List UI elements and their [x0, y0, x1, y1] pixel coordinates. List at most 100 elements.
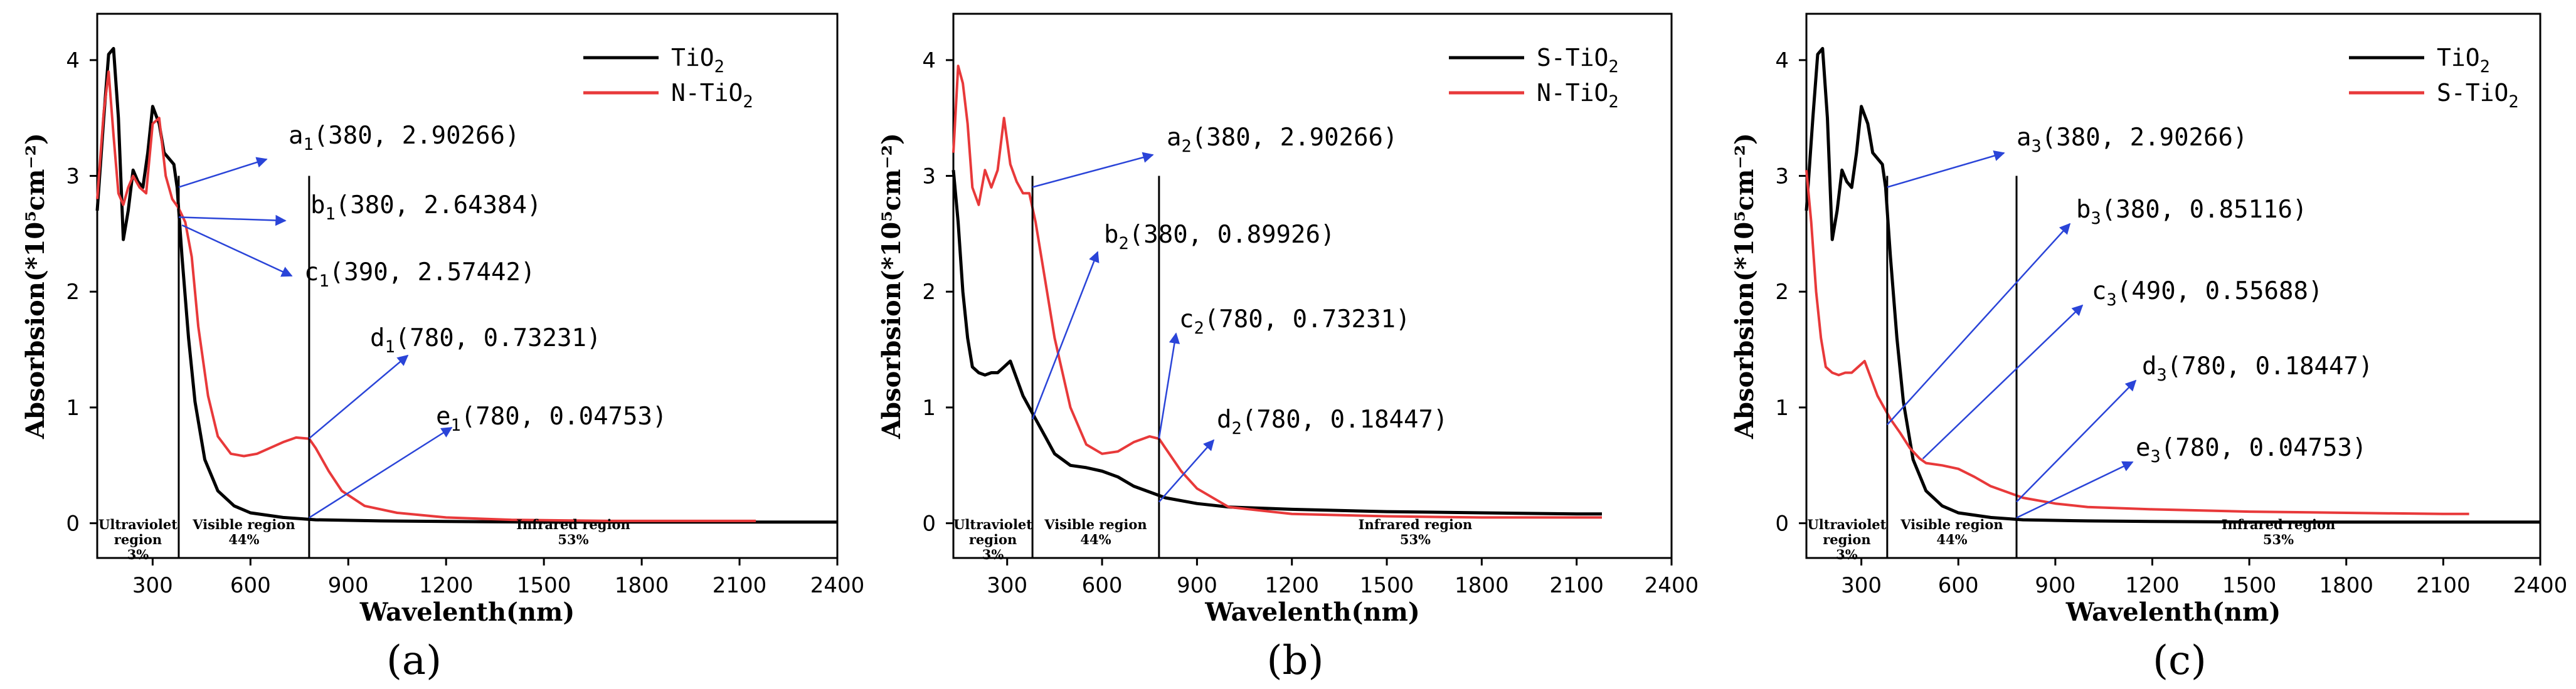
y-tick-label: 0	[66, 512, 80, 537]
y-tick-label: 1	[922, 396, 936, 421]
region-percent: 53%	[1400, 532, 1431, 547]
annotation-arrow	[309, 354, 409, 439]
region-label: Infrared region	[516, 517, 630, 532]
legend-entry: S-TiO2	[2437, 79, 2519, 112]
x-tick-label: 1200	[1264, 573, 1319, 598]
annotation-arrow	[309, 426, 453, 518]
x-tick-label: 1500	[517, 573, 571, 598]
x-tick-label: 600	[230, 573, 271, 598]
chart-panel-1: 300 600 900 1200 1500 1800 2100 2400 0 1 2 3 4 Wavele…	[21, 13, 865, 684]
region-percent: 53%	[558, 532, 588, 547]
annotation-label: b3(380, 0.85116)	[2076, 196, 2307, 228]
x-tick-label: 1500	[1360, 573, 1414, 598]
legend-entry: S-TiO2	[1537, 44, 1619, 76]
y-axis-label: Absorbsion(*10⁵cm⁻²)	[877, 133, 906, 439]
annotation-label: c3(490, 0.55688)	[2092, 277, 2323, 310]
annotation-arrow	[2016, 379, 2137, 503]
region-label: Visible region	[1900, 517, 2003, 532]
region-label: Visible region	[192, 517, 295, 532]
region-percent: 3%	[127, 547, 149, 562]
plot-frame	[952, 13, 1673, 559]
legend-entry: N-TiO2	[671, 79, 753, 112]
series-line-2	[1805, 170, 2469, 515]
x-tick-label: 2100	[1549, 573, 1604, 598]
annotation-arrow	[1032, 152, 1154, 188]
x-tick-label: 1800	[2319, 573, 2373, 598]
region-label: Ultraviolet	[1807, 517, 1886, 532]
annotation-arrow	[1887, 150, 2005, 188]
x-tick-label: 1200	[419, 573, 474, 598]
annotation-label: a2(380, 2.90266)	[1167, 124, 1397, 156]
annotation-label: b1(380, 2.64384)	[310, 191, 541, 224]
annotation-arrow	[178, 214, 287, 226]
annotation-label: b2(380, 0.89926)	[1104, 221, 1335, 253]
x-tick-label: 600	[1082, 573, 1123, 598]
y-tick-label: 4	[66, 48, 80, 73]
panel-caption: (c)	[2153, 638, 2207, 684]
panel-caption: (b)	[1267, 638, 1324, 684]
annotation-arrow	[2016, 461, 2134, 518]
annotation-arrow	[1158, 439, 1215, 503]
x-tick-label: 900	[328, 573, 369, 598]
annotation-label: c2(780, 0.73231)	[1179, 305, 1410, 338]
x-tick-label: 2400	[2513, 573, 2568, 598]
x-tick-label: 900	[2035, 573, 2075, 598]
panel-caption: (a)	[386, 638, 442, 684]
annotation-label: a3(380, 2.90266)	[2017, 124, 2247, 156]
y-tick-label: 3	[922, 164, 936, 189]
chart-panel-2: 300 600 900 1200 1500 1800 2100 2400 0 1 2 3 4 Wavele…	[877, 13, 1699, 684]
region-label: Visible region	[1044, 517, 1147, 532]
x-tick-label: 600	[1938, 573, 1979, 598]
annotation-label: a1(380, 2.90266)	[289, 122, 519, 154]
region-label-line2: region	[1823, 532, 1870, 547]
x-tick-label: 1800	[615, 573, 669, 598]
annotation-arrow	[1886, 223, 2071, 426]
annotation-label: d2(780, 0.18447)	[1217, 406, 1448, 438]
series-line-1	[1805, 46, 2540, 524]
legend-entry: TiO2	[2437, 44, 2490, 76]
region-label: Ultraviolet	[98, 517, 178, 532]
x-tick-label: 2400	[810, 573, 865, 598]
annotation-arrow	[1922, 304, 2084, 460]
y-tick-label: 1	[1775, 396, 1789, 421]
y-tick-label: 3	[1775, 164, 1789, 189]
region-percent: 44%	[1936, 532, 1967, 547]
annotation-label: e1(780, 0.04753)	[436, 402, 667, 435]
y-tick-label: 3	[66, 164, 80, 189]
region-label-line2: region	[969, 532, 1017, 547]
region-percent: 3%	[982, 547, 1004, 562]
region-percent: 53%	[2263, 532, 2294, 547]
x-tick-label: 300	[132, 573, 173, 598]
y-tick-label: 4	[922, 48, 936, 73]
annotation-label: c1(390, 2.57442)	[304, 258, 535, 291]
x-tick-label: 2100	[2416, 573, 2471, 598]
x-tick-label: 900	[1177, 573, 1217, 598]
chart-panel-3: 300 600 900 1200 1500 1800 2100 2400 0 1 2 3 4 Wavele…	[1730, 13, 2568, 684]
annotation-label: d3(780, 0.18447)	[2142, 352, 2373, 385]
x-axis-label: Wavelenth(nm)	[2065, 597, 2281, 627]
plot-frame	[1805, 13, 2542, 559]
series-line-2	[952, 65, 1602, 519]
x-tick-label: 1200	[2125, 573, 2180, 598]
y-axis-label: Absorbsion(*10⁵cm⁻²)	[21, 133, 50, 439]
annotation-arrow	[1031, 251, 1100, 419]
y-tick-label: 4	[1775, 48, 1789, 73]
region-label: Infrared region	[2222, 517, 2336, 532]
x-axis-label: Wavelenth(nm)	[359, 597, 575, 627]
annotation-arrow	[178, 157, 268, 188]
region-label-line2: region	[114, 532, 162, 547]
x-tick-label: 1500	[2222, 573, 2277, 598]
y-tick-label: 2	[1775, 280, 1789, 305]
x-tick-label: 2400	[1645, 573, 1699, 598]
annotation-arrow	[1158, 332, 1180, 439]
x-tick-label: 300	[987, 573, 1027, 598]
region-percent: 44%	[1080, 532, 1111, 547]
region-percent: 3%	[1836, 547, 1858, 562]
y-axis-label: Absorbsion(*10⁵cm⁻²)	[1730, 133, 1759, 439]
series-line-2	[96, 70, 756, 522]
plot-frame	[96, 13, 839, 559]
y-tick-label: 0	[922, 512, 936, 537]
x-axis-label: Wavelenth(nm)	[1204, 597, 1420, 627]
region-label: Ultraviolet	[953, 517, 1032, 532]
